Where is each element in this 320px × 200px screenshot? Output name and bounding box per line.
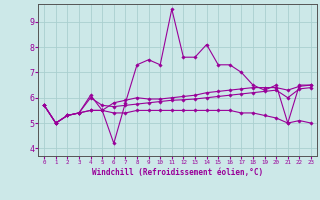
X-axis label: Windchill (Refroidissement éolien,°C): Windchill (Refroidissement éolien,°C) [92, 168, 263, 177]
